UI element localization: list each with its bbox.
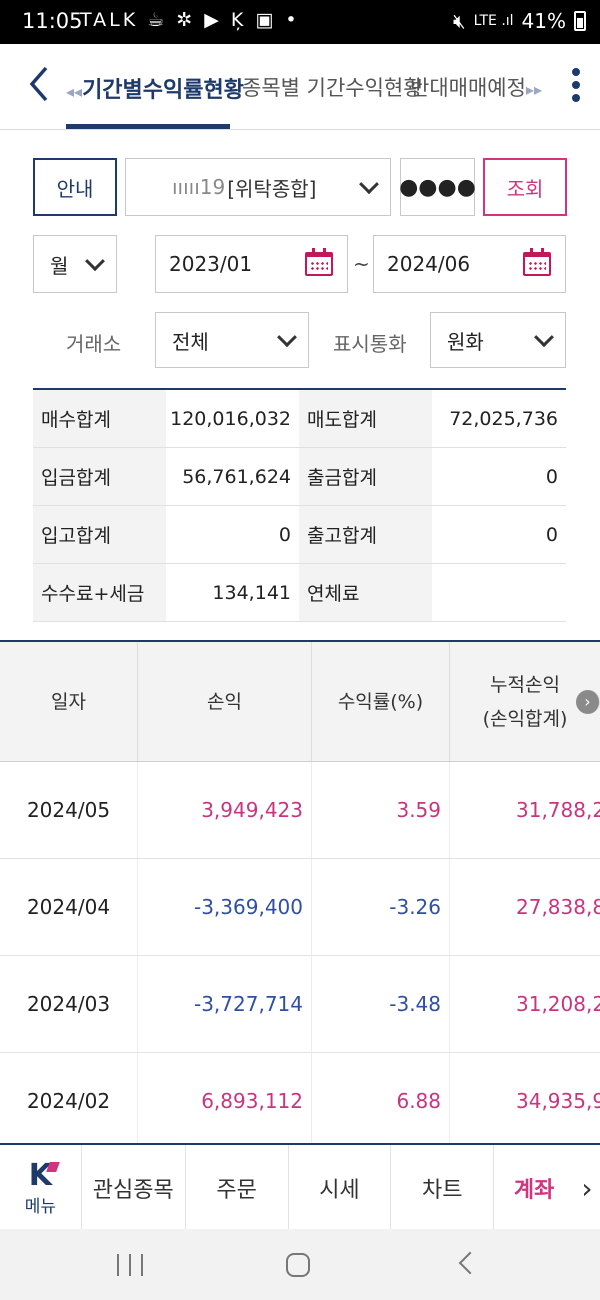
summary-key: 출금합계 [299,448,432,505]
table-row[interactable]: 2024/02 6,893,112 6.88 34,935,95 [0,1053,600,1150]
status-time: 11:05 [22,9,83,33]
summary-key: 연체료 [299,564,432,621]
summary-value: 120,016,032 [170,407,291,430]
nav-order[interactable]: 주문 [186,1145,289,1231]
monthly-returns-table: 일자 손익 수익률(%) 누적손익 (손익합계) › 2024/05 3,949… [0,640,600,1150]
chevron-down-icon [359,174,379,195]
menu-button[interactable]: K 메뉴 [0,1145,82,1231]
summary-value: 72,025,736 [449,407,558,430]
summary-value: 134,141 [212,581,291,604]
table-row[interactable]: 2024/05 3,949,423 3.59 31,788,26 [0,762,600,859]
header-pnl: 손익 [138,642,312,761]
nav-quotes[interactable]: 시세 [289,1145,392,1231]
query-button[interactable]: 조회 [483,158,567,216]
status-bar: 11:05 TALK ☕ ✲ ▶ Ķ ▣ • 🔇︎ LTE .ıl 41% [0,0,600,44]
summary-key: 매도합계 [299,390,432,447]
header-rate: 수익률(%) [312,642,450,761]
k-logo-icon: K [28,1157,53,1193]
end-date-field[interactable]: 2024/06 [373,235,566,293]
tab-forced-liquidation[interactable]: 반대매매예정▸▸ [410,76,542,100]
scroll-right-icon[interactable]: › [576,690,600,714]
nav-watchlist[interactable]: 관심종목 [82,1145,186,1231]
summary-row: 매수합계 120,016,032 매도합계 72,025,736 [33,390,566,448]
header-date: 일자 [0,642,138,761]
account-type: [위탁종합] [227,176,317,201]
summary-key: 입금합계 [33,448,166,505]
summary-row: 입금합계 56,761,624 출금합계 0 [33,448,566,506]
double-chevron-left-icon: ◂◂ [66,82,83,101]
summary-key: 매수합계 [33,390,166,447]
cell-pnl: -3,369,400 [138,859,312,955]
summary-value: 0 [545,465,558,488]
cell-cumulative: 31,788,26 [516,798,600,822]
cell-rate: 3.59 [312,762,450,858]
period-unit-select[interactable]: 월 [33,235,117,293]
mute-icon: 🔇︎ [452,9,466,33]
table-row[interactable]: 2024/03 -3,727,714 -3.48 31,208,23 [0,956,600,1053]
active-tab-indicator [66,124,230,129]
cell-rate: -3.48 [312,956,450,1052]
exchange-select[interactable]: 전체 [155,312,309,368]
summary-key: 출고합계 [299,506,432,563]
password-field[interactable]: ●●●● [399,158,476,216]
summary-value: 0 [545,523,558,546]
cell-pnl: -3,727,714 [138,956,312,1052]
table-row[interactable]: 2024/04 -3,369,400 -3.26 27,838,83 [0,859,600,956]
cell-date: 2024/03 [0,956,138,1052]
nav-chart[interactable]: 차트 [391,1145,495,1231]
chevron-right-icon[interactable]: › [581,1171,593,1205]
calendar-icon[interactable] [523,248,551,276]
cell-rate: 6.88 [312,1053,450,1149]
top-tab-nav: ◂◂기간별수익률현황 종목별 기간수익현황 반대매매예정▸▸ [0,44,600,130]
system-nav-bar [0,1229,600,1300]
nav-account[interactable]: 계좌 [513,1178,555,1203]
home-icon[interactable] [286,1253,310,1277]
status-right: 🔇︎ LTE .ıl 41% [453,9,586,33]
chevron-down-icon [85,251,105,272]
calendar-icon[interactable] [305,248,333,276]
currency-select[interactable]: 원화 [430,312,566,368]
info-button[interactable]: 안내 [33,158,117,216]
date-range-separator: ~ [353,252,370,276]
cell-date: 2024/05 [0,762,138,858]
cell-cumulative: 34,935,95 [516,1089,600,1113]
summary-row: 입고합계 0 출고합계 0 [33,506,566,564]
start-date-field[interactable]: 2023/01 [155,235,348,293]
summary-value [432,564,566,621]
bottom-nav: K 메뉴 관심종목 주문 시세 차트 계좌 › [0,1143,600,1231]
summary-value: 56,761,624 [182,465,291,488]
battery-percent: 41% [521,9,566,33]
summary-value: 0 [278,523,291,546]
chevron-down-icon [534,327,554,348]
exchange-label: 거래소 [66,332,122,356]
account-select[interactable]: ııııı19 [위탁종합] [125,158,391,216]
cell-rate: -3.26 [312,859,450,955]
cell-cumulative: 31,208,23 [516,992,600,1016]
summary-key: 수수료+세금 [33,564,166,621]
tab-stock-period-returns[interactable]: 종목별 기간수익현황 [242,76,423,100]
system-back-icon[interactable] [458,1251,482,1275]
account-number: ııııı19 [172,175,226,199]
signal-icon: LTE .ıl [473,13,514,29]
summary-key: 입고합계 [33,506,166,563]
summary-row: 수수료+세금 134,141 연체료 [33,564,566,622]
recents-icon[interactable] [117,1254,143,1276]
summary-table: 매수합계 120,016,032 매도합계 72,025,736 입금합계 56… [33,388,566,622]
tab-period-returns[interactable]: ◂◂기간별수익률현황 [66,78,244,103]
cell-cumulative: 27,838,83 [516,895,600,919]
table-header: 일자 손익 수익률(%) 누적손익 (손익합계) › [0,642,600,762]
cell-date: 2024/04 [0,859,138,955]
cell-date: 2024/02 [0,1053,138,1149]
battery-icon [574,11,586,31]
back-icon[interactable] [24,64,58,104]
cell-pnl: 3,949,423 [138,762,312,858]
chevron-down-icon [277,327,297,348]
double-chevron-right-icon: ▸▸ [525,80,542,99]
notification-icons: TALK ☕ ✲ ▶ Ķ ▣ • [80,9,300,31]
cell-pnl: 6,893,112 [138,1053,312,1149]
currency-label: 표시통화 [333,332,407,356]
menu-label: 메뉴 [24,1196,57,1217]
more-menu-icon[interactable] [566,66,586,106]
header-cumulative: 누적손익 (손익합계) [482,673,568,730]
